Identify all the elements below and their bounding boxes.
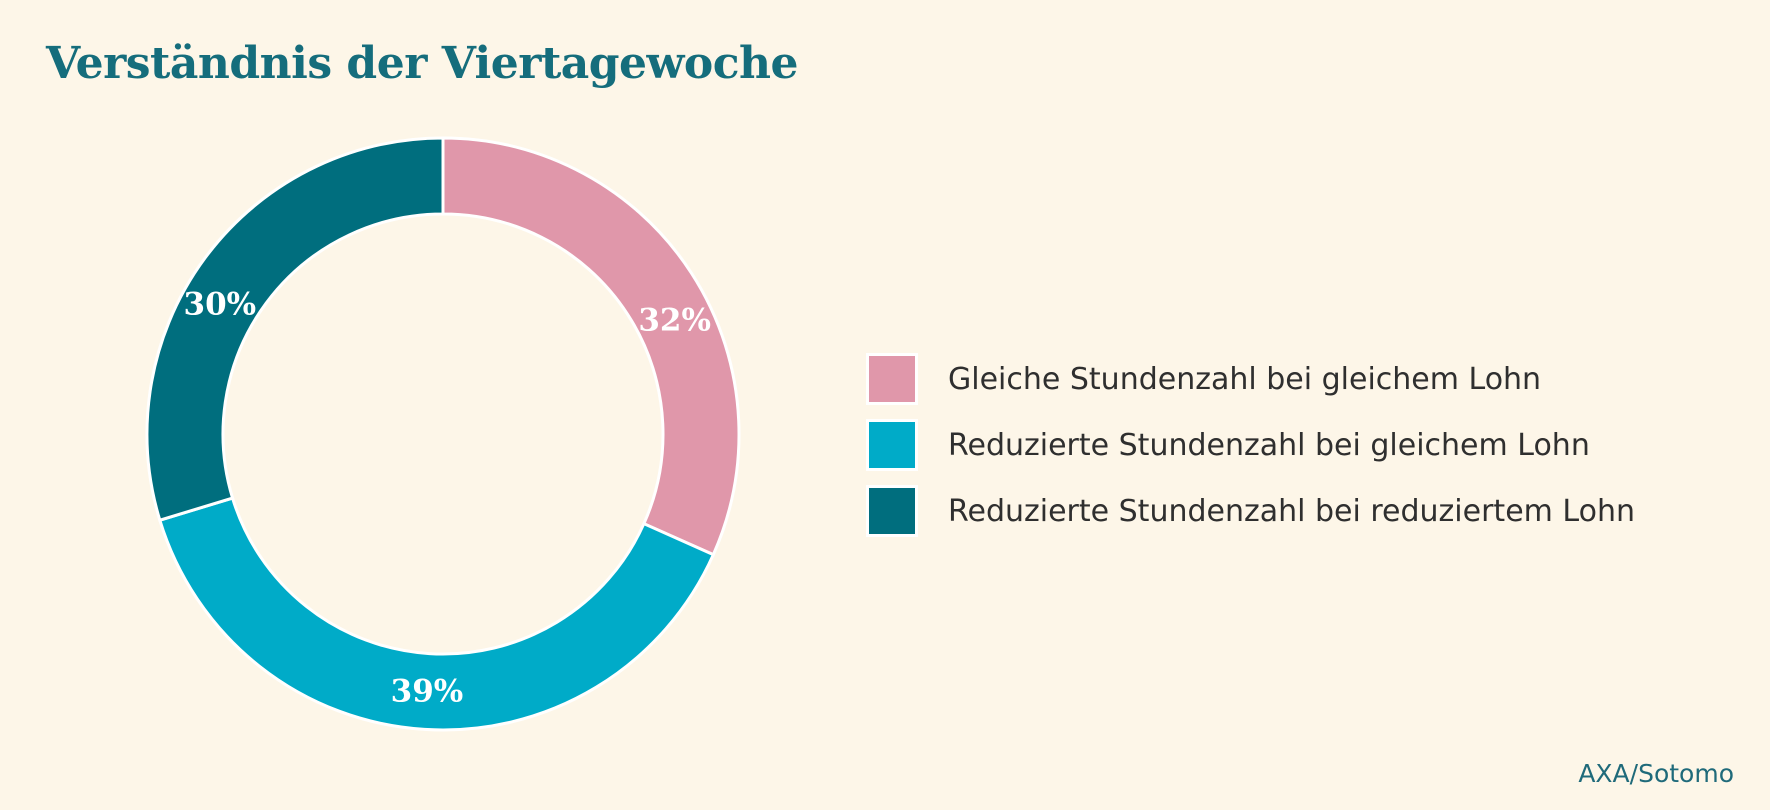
legend-item: Reduzierte Stundenzahl bei reduziertem L…: [866, 478, 1635, 544]
legend-swatch: [866, 353, 918, 405]
legend-label: Reduzierte Stundenzahl bei reduziertem L…: [948, 493, 1635, 529]
legend: Gleiche Stundenzahl bei gleichem Lohn Re…: [866, 346, 1635, 544]
legend-swatch: [866, 419, 918, 471]
slice-value-label: 39%: [391, 674, 464, 710]
legend-label: Gleiche Stundenzahl bei gleichem Lohn: [948, 361, 1542, 397]
donut-slice: [145, 136, 445, 523]
donut-slice: [441, 136, 741, 557]
slice-value-label: 32%: [638, 302, 711, 338]
legend-swatch: [866, 485, 918, 537]
chart-title: Verständnis der Viertagewoche: [46, 38, 799, 89]
legend-label: Reduzierte Stundenzahl bei gleichem Lohn: [948, 427, 1590, 463]
legend-item: Gleiche Stundenzahl bei gleichem Lohn: [866, 346, 1635, 412]
legend-item: Reduzierte Stundenzahl bei gleichem Lohn: [866, 412, 1635, 478]
slice-value-label: 30%: [184, 287, 257, 323]
source-credit: AXA/Sotomo: [1578, 759, 1734, 788]
donut-slice: [157, 496, 716, 732]
